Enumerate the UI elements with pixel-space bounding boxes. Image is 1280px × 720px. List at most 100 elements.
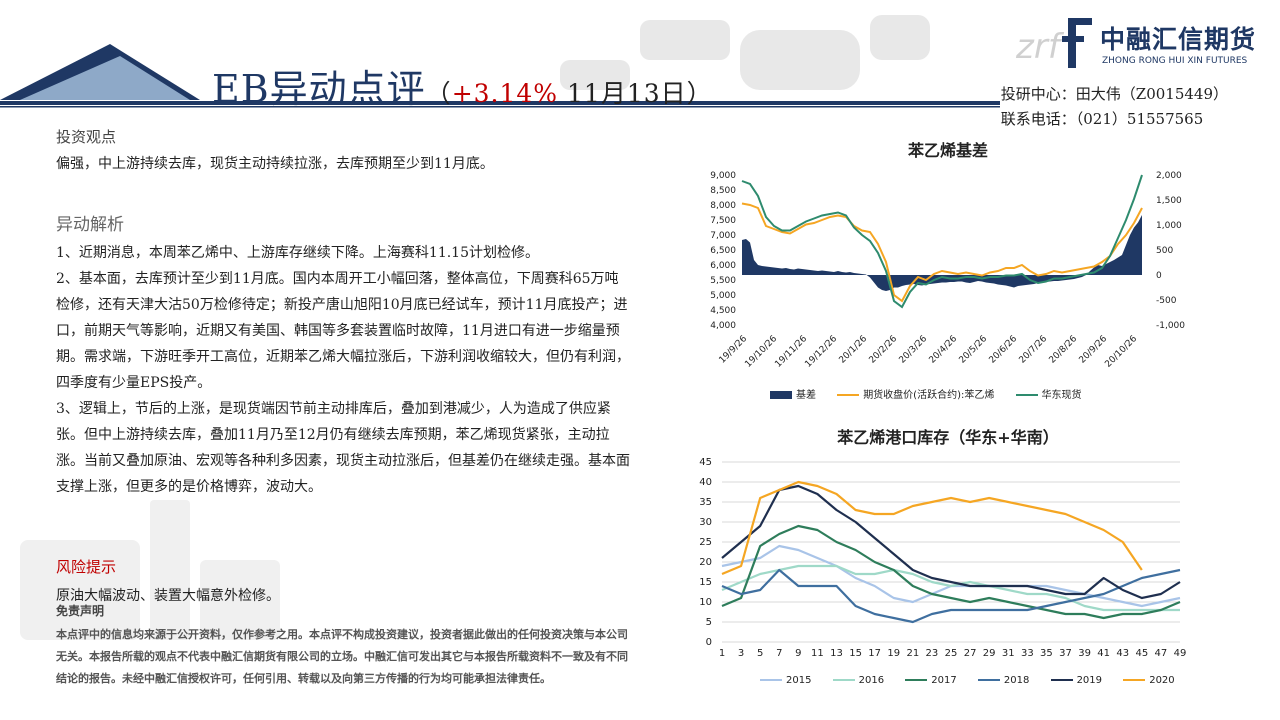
chart2-x-tick: 45	[1135, 648, 1148, 659]
logo-mark: zrf	[1015, 27, 1065, 67]
chart2-x-tick: 31	[1002, 648, 1015, 659]
chart1-y-left-tick: 4,500	[710, 306, 736, 316]
chart2-y-tick: 0	[706, 637, 712, 648]
chart2-title: 苯乙烯港口库存（华东+华南）	[837, 428, 1059, 447]
title-paren-open: （	[425, 79, 452, 108]
contact-center: 投研中心：田大伟（Z0015449）	[1000, 85, 1228, 103]
contact-phone: 联系电话：（021）51557565	[1000, 110, 1204, 128]
chart2-y-tick: 5	[706, 617, 712, 628]
chart2-y-tick: 20	[699, 557, 712, 568]
chart1-x-tick: 19/12/26	[803, 334, 839, 370]
chart1-legend: 基差 期货收盘价(活跃合约):苯乙烯 华东现货	[770, 386, 1100, 401]
chart1-y-left-tick: 8,000	[710, 201, 736, 211]
chart1-y-left-tick: 4,000	[710, 321, 736, 331]
chart2-x-tick: 37	[1059, 648, 1072, 659]
analysis-paragraph-1: 1、近期消息，本周苯乙烯中、上游库存继续下降。上海赛科11.15计划检修。	[56, 245, 539, 261]
chart2-y-tick: 35	[699, 497, 712, 508]
chart2-y-tick: 30	[699, 517, 712, 528]
chart2-legend-item-5: 2020	[1123, 675, 1175, 686]
chart2-legend-item-3: 2018	[977, 675, 1029, 686]
chart2-x-tick: 27	[964, 648, 977, 659]
chart1-y-right-tick: 500	[1156, 246, 1173, 256]
chart2-legend-label-1: 2016	[858, 675, 885, 686]
chart2-x-tick: 47	[1155, 648, 1168, 659]
chart2-y-tick: 15	[699, 577, 712, 588]
chart1-y-left-tick: 7,000	[710, 231, 736, 241]
chart1-legend-item-2: 华东现货	[1015, 386, 1082, 401]
title-paren-close: ）	[686, 79, 713, 108]
page-title: EB异动点评（+3.14% 11月13日）	[212, 58, 713, 113]
chart2-series-2019	[721, 484, 1181, 600]
chart2-x-tick: 43	[1116, 648, 1129, 659]
chart1-y-left-tick: 8,500	[710, 186, 736, 196]
chart2-x-tick: 21	[906, 648, 919, 659]
analysis-body: 1、近期消息，本周苯乙烯中、上游库存继续下降。上海赛科11.15计划检修。 2、…	[56, 240, 631, 500]
title-main: EB异动点评	[212, 67, 426, 111]
chart1-y-left-tick: 6,500	[710, 246, 736, 256]
chart2-x-tick: 7	[776, 648, 782, 659]
chart2-series-2018	[721, 568, 1181, 624]
chart1-y-right-tick: -1,000	[1156, 321, 1185, 331]
chart1-x-tick: 20/2/26	[868, 334, 900, 366]
chart2-x-tick: 41	[1097, 648, 1110, 659]
chart1-series-futures-line	[741, 202, 1143, 303]
chart1-y-right-tick: -500	[1156, 296, 1177, 306]
chart2-x-tick: 25	[945, 648, 958, 659]
chart2-x-tick: 1	[719, 648, 725, 659]
chart2-x-tick: 3	[738, 648, 744, 659]
chart2-x-tick: 11	[811, 648, 824, 659]
chart2-x-tick: 33	[1021, 648, 1034, 659]
contact-block: 投研中心：田大伟（Z0015449） 联系电话：（021）51557565	[1001, 82, 1228, 132]
basis-chart: 4,000 4,500 5,000 5,500 6,000 6,500 7,000 7,500…	[710, 171, 1185, 370]
chart2-x-tick: 39	[1078, 648, 1091, 659]
chart2-x-tick: 19	[887, 648, 900, 659]
analysis-paragraph-2: 2、基本面，去库预计至少到11月底。国内本周开工小幅回落，整体高位，下周赛科65…	[56, 271, 630, 391]
chart1-y-right-tick: 0	[1156, 271, 1162, 281]
chart1-legend-label-0: 基差	[796, 390, 816, 401]
chart2-y-tick: 10	[699, 597, 712, 608]
chart1-y-left-tick: 9,000	[710, 171, 736, 181]
chart2-y-tick: 40	[699, 477, 712, 488]
chart1-title: 苯乙烯基差	[907, 141, 988, 160]
chart2-series-2017	[721, 524, 1181, 620]
analysis-paragraph-3: 3、逻辑上，节后的上涨，是现货端因节前主动排库后，叠加到港减少，人为造成了供应紧…	[56, 401, 630, 495]
chart2-series-2020	[721, 480, 1143, 576]
logo-cn: 中融汇信期货	[1100, 25, 1257, 54]
view-text: 偏强，中上游持续去库，现货主动持续拉涨，去库预期至少到11月底。	[56, 156, 494, 172]
logo-en: ZHONG RONG HUI XIN FUTURES	[1102, 56, 1248, 66]
chart2-x-tick: 9	[795, 648, 801, 659]
chart1-y-left-tick: 5,500	[710, 276, 736, 286]
chart2-legend-item-1: 2016	[832, 675, 885, 686]
chart1-y-right-tick: 1,500	[1156, 196, 1182, 206]
chart2-series-2016	[721, 564, 1180, 612]
chart2-x-tick: 23	[926, 648, 939, 659]
chart2-legend: 2015 2016 2017 2018 2019 2020	[760, 675, 1193, 686]
chart2-legend-label-4: 2019	[1076, 675, 1103, 686]
chart1-legend-item-0: 基差	[770, 386, 816, 401]
logo-mark-icon: zrf	[1015, 18, 1092, 68]
disclaimer-text: 本点评中的信息均来源于公开资料，仅作参考之用。本点评不构成投资建议，投资者据此做…	[56, 628, 628, 685]
chart1-legend-label-2: 华东现货	[1041, 390, 1082, 401]
chart2-x-tick: 49	[1174, 648, 1187, 659]
chart1-x-tick: 20/7/26	[1018, 334, 1050, 366]
chart2-x-tick: 13	[830, 648, 843, 659]
title-date: 11月13日	[558, 79, 687, 108]
risk-text: 原油大幅波动、装置大幅意外检修。	[56, 588, 280, 604]
company-logo: zrf 中融汇信期货 ZHONG RONG HUI XIN FUTURES	[1014, 14, 1268, 74]
chart1-series-spot-line	[741, 174, 1143, 309]
chart2-legend-label-2: 2017	[931, 675, 957, 686]
chart1-y-right-tick: 2,000	[1156, 171, 1182, 181]
chart2-x-tick: 5	[757, 648, 763, 659]
chart2-x-tick: 15	[849, 648, 862, 659]
chart2-y-tick: 45	[699, 457, 712, 468]
chart1-legend-label-1: 期货收盘价(活跃合约):苯乙烯	[863, 390, 995, 401]
chart2-x-tick: 17	[868, 648, 881, 659]
chart1-legend-item-1: 期货收盘价(活跃合约):苯乙烯	[837, 386, 994, 401]
title-pct: +3.14%	[451, 79, 559, 108]
chart1-x-tick: 20/8/26	[1048, 334, 1080, 366]
disclaimer-heading: 免责声明	[56, 604, 105, 618]
chart1-y-left-tick: 7,500	[710, 216, 736, 226]
analysis-heading: 异动解析	[56, 215, 124, 235]
